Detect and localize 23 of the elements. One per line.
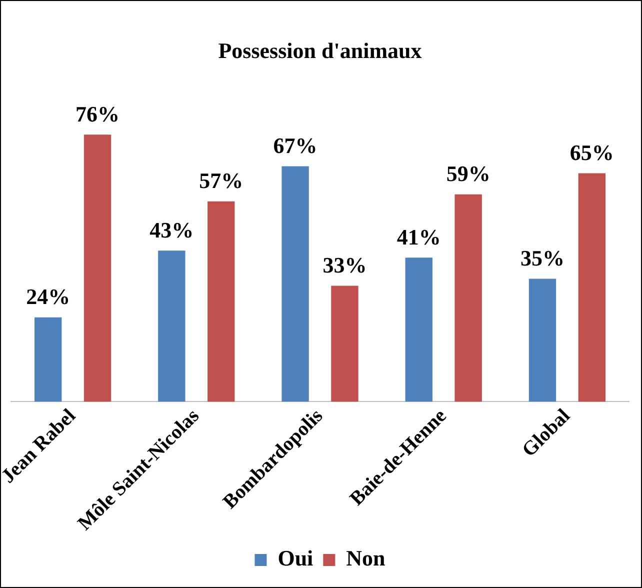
data-label: 33% bbox=[322, 252, 367, 278]
bar bbox=[454, 194, 482, 402]
legend-label: Oui bbox=[278, 546, 314, 571]
bar bbox=[208, 201, 235, 402]
data-label: 41% bbox=[396, 224, 441, 250]
data-label: 67% bbox=[273, 132, 318, 158]
data-label: 59% bbox=[446, 161, 490, 186]
legend-label: Non bbox=[346, 546, 386, 571]
bar bbox=[405, 258, 432, 402]
data-label: 76% bbox=[76, 101, 120, 126]
data-label: 57% bbox=[199, 168, 244, 194]
bar bbox=[158, 250, 186, 402]
data-label: 35% bbox=[520, 245, 564, 270]
bar bbox=[578, 173, 606, 402]
bar bbox=[34, 317, 62, 402]
chart-title: Possession d'animaux bbox=[218, 38, 422, 63]
data-label: 65% bbox=[570, 140, 614, 165]
data-label: 43% bbox=[150, 217, 194, 242]
bar bbox=[282, 166, 309, 402]
data-label: 24% bbox=[26, 284, 70, 310]
bar bbox=[84, 134, 112, 402]
bar bbox=[331, 286, 358, 402]
bar bbox=[528, 278, 556, 402]
